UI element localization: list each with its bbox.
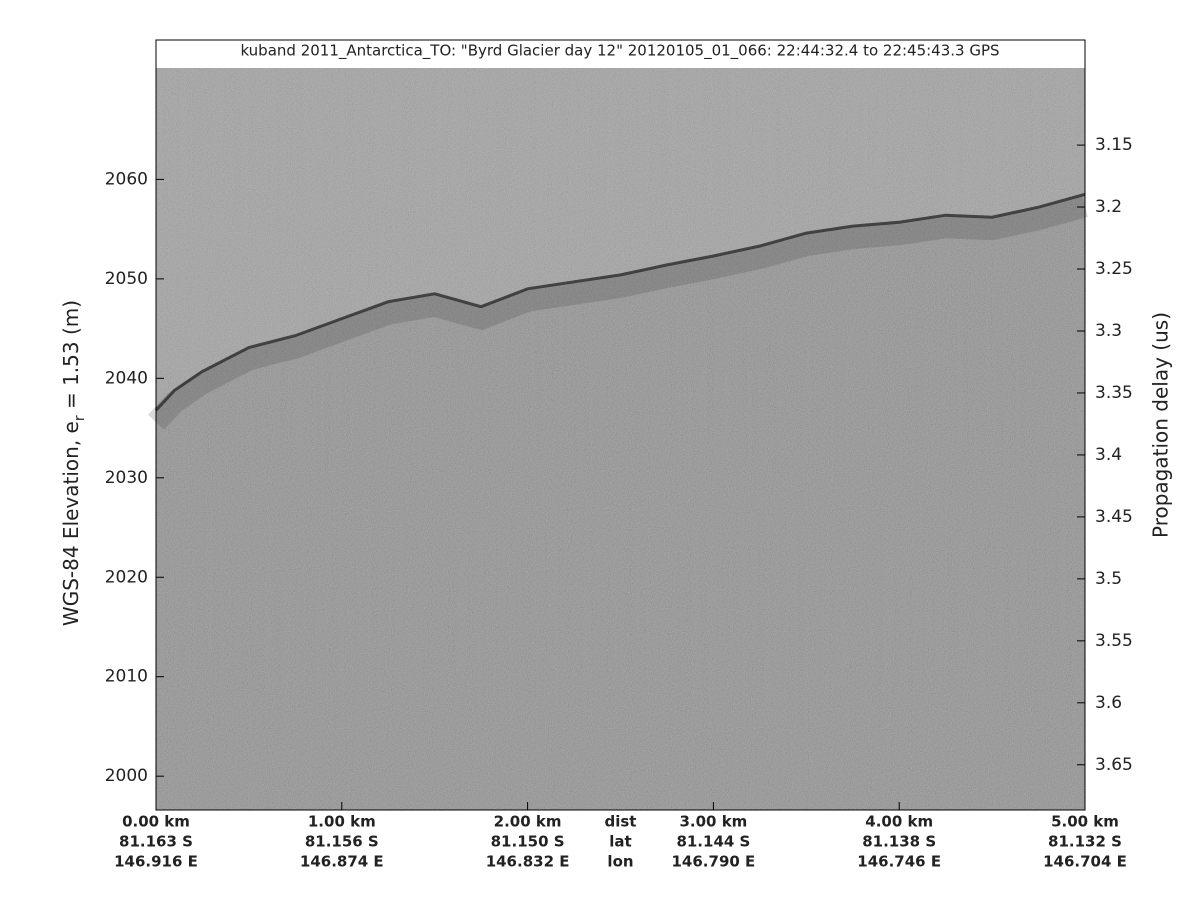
chart-title: kuband 2011_Antarctica_TO: "Byrd Glacier… — [240, 42, 999, 61]
y-tick-label: 2020 — [105, 567, 148, 587]
lat-label: 81.132 S — [1048, 833, 1122, 851]
y-axis-label-sub: r — [72, 415, 88, 421]
x-tick-label: 0.00 km — [122, 813, 190, 831]
y-tick-label: 2040 — [105, 368, 148, 388]
y-axis-label-rest: = 1.53 (m) — [59, 300, 83, 415]
lon-label: 146.746 E — [857, 853, 941, 871]
row-label: dist — [605, 813, 637, 831]
y2-tick-label: 3.15 — [1095, 135, 1133, 155]
y-axis-label: WGS-84 Elevation, er = 1.53 (m) — [59, 300, 89, 626]
lon-label: 146.704 E — [1043, 853, 1127, 871]
row-label: lat — [609, 833, 631, 851]
x-tick-label: 4.00 km — [865, 813, 933, 831]
lon-label: 146.874 E — [300, 853, 384, 871]
y-tick-label: 2050 — [105, 269, 148, 289]
y-axis-label-main: WGS-84 Elevation, e — [59, 421, 83, 626]
surface-line — [154, 192, 1086, 412]
plot-area — [147, 68, 1088, 810]
x-tick-label: 2.00 km — [494, 813, 562, 831]
plot-frame — [155, 39, 1086, 811]
y2-tick-label: 3.25 — [1095, 259, 1133, 279]
y2-tick-label: 3.4 — [1095, 445, 1122, 465]
lat-label: 81.144 S — [676, 833, 750, 851]
y2-axis-label: Propagation delay (us) — [1149, 312, 1173, 538]
y2-tick-label: 3.65 — [1095, 755, 1133, 775]
x-tick-label: 1.00 km — [308, 813, 376, 831]
x-tick-label: 3.00 km — [679, 813, 747, 831]
lat-label: 81.163 S — [119, 833, 193, 851]
y2-tick-label: 3.6 — [1095, 693, 1122, 713]
y2-tick-label: 3.35 — [1095, 383, 1133, 403]
subsurface-shade — [147, 195, 1088, 430]
y2-tick-label: 3.45 — [1095, 507, 1133, 527]
air-region — [156, 68, 1085, 411]
y-tick-label: 2000 — [105, 766, 148, 786]
echogram-background — [156, 68, 1085, 810]
lon-label: 146.916 E — [114, 853, 198, 871]
y2-tick-label: 3.2 — [1095, 197, 1122, 217]
y2-tick-label: 3.55 — [1095, 631, 1133, 651]
lat-label: 81.150 S — [491, 833, 565, 851]
y2-tick-label: 3.5 — [1095, 569, 1122, 589]
row-label: lon — [607, 853, 633, 871]
y-tick-label: 2060 — [105, 169, 148, 189]
lat-label: 81.138 S — [862, 833, 936, 851]
lon-label: 146.832 E — [486, 853, 570, 871]
y-tick-label: 2030 — [105, 468, 148, 488]
lon-label: 146.790 E — [672, 853, 756, 871]
lat-label: 81.156 S — [305, 833, 379, 851]
y-tick-label: 2010 — [105, 667, 148, 687]
x-tick-label: 5.00 km — [1051, 813, 1119, 831]
y2-tick-label: 3.3 — [1095, 321, 1122, 341]
